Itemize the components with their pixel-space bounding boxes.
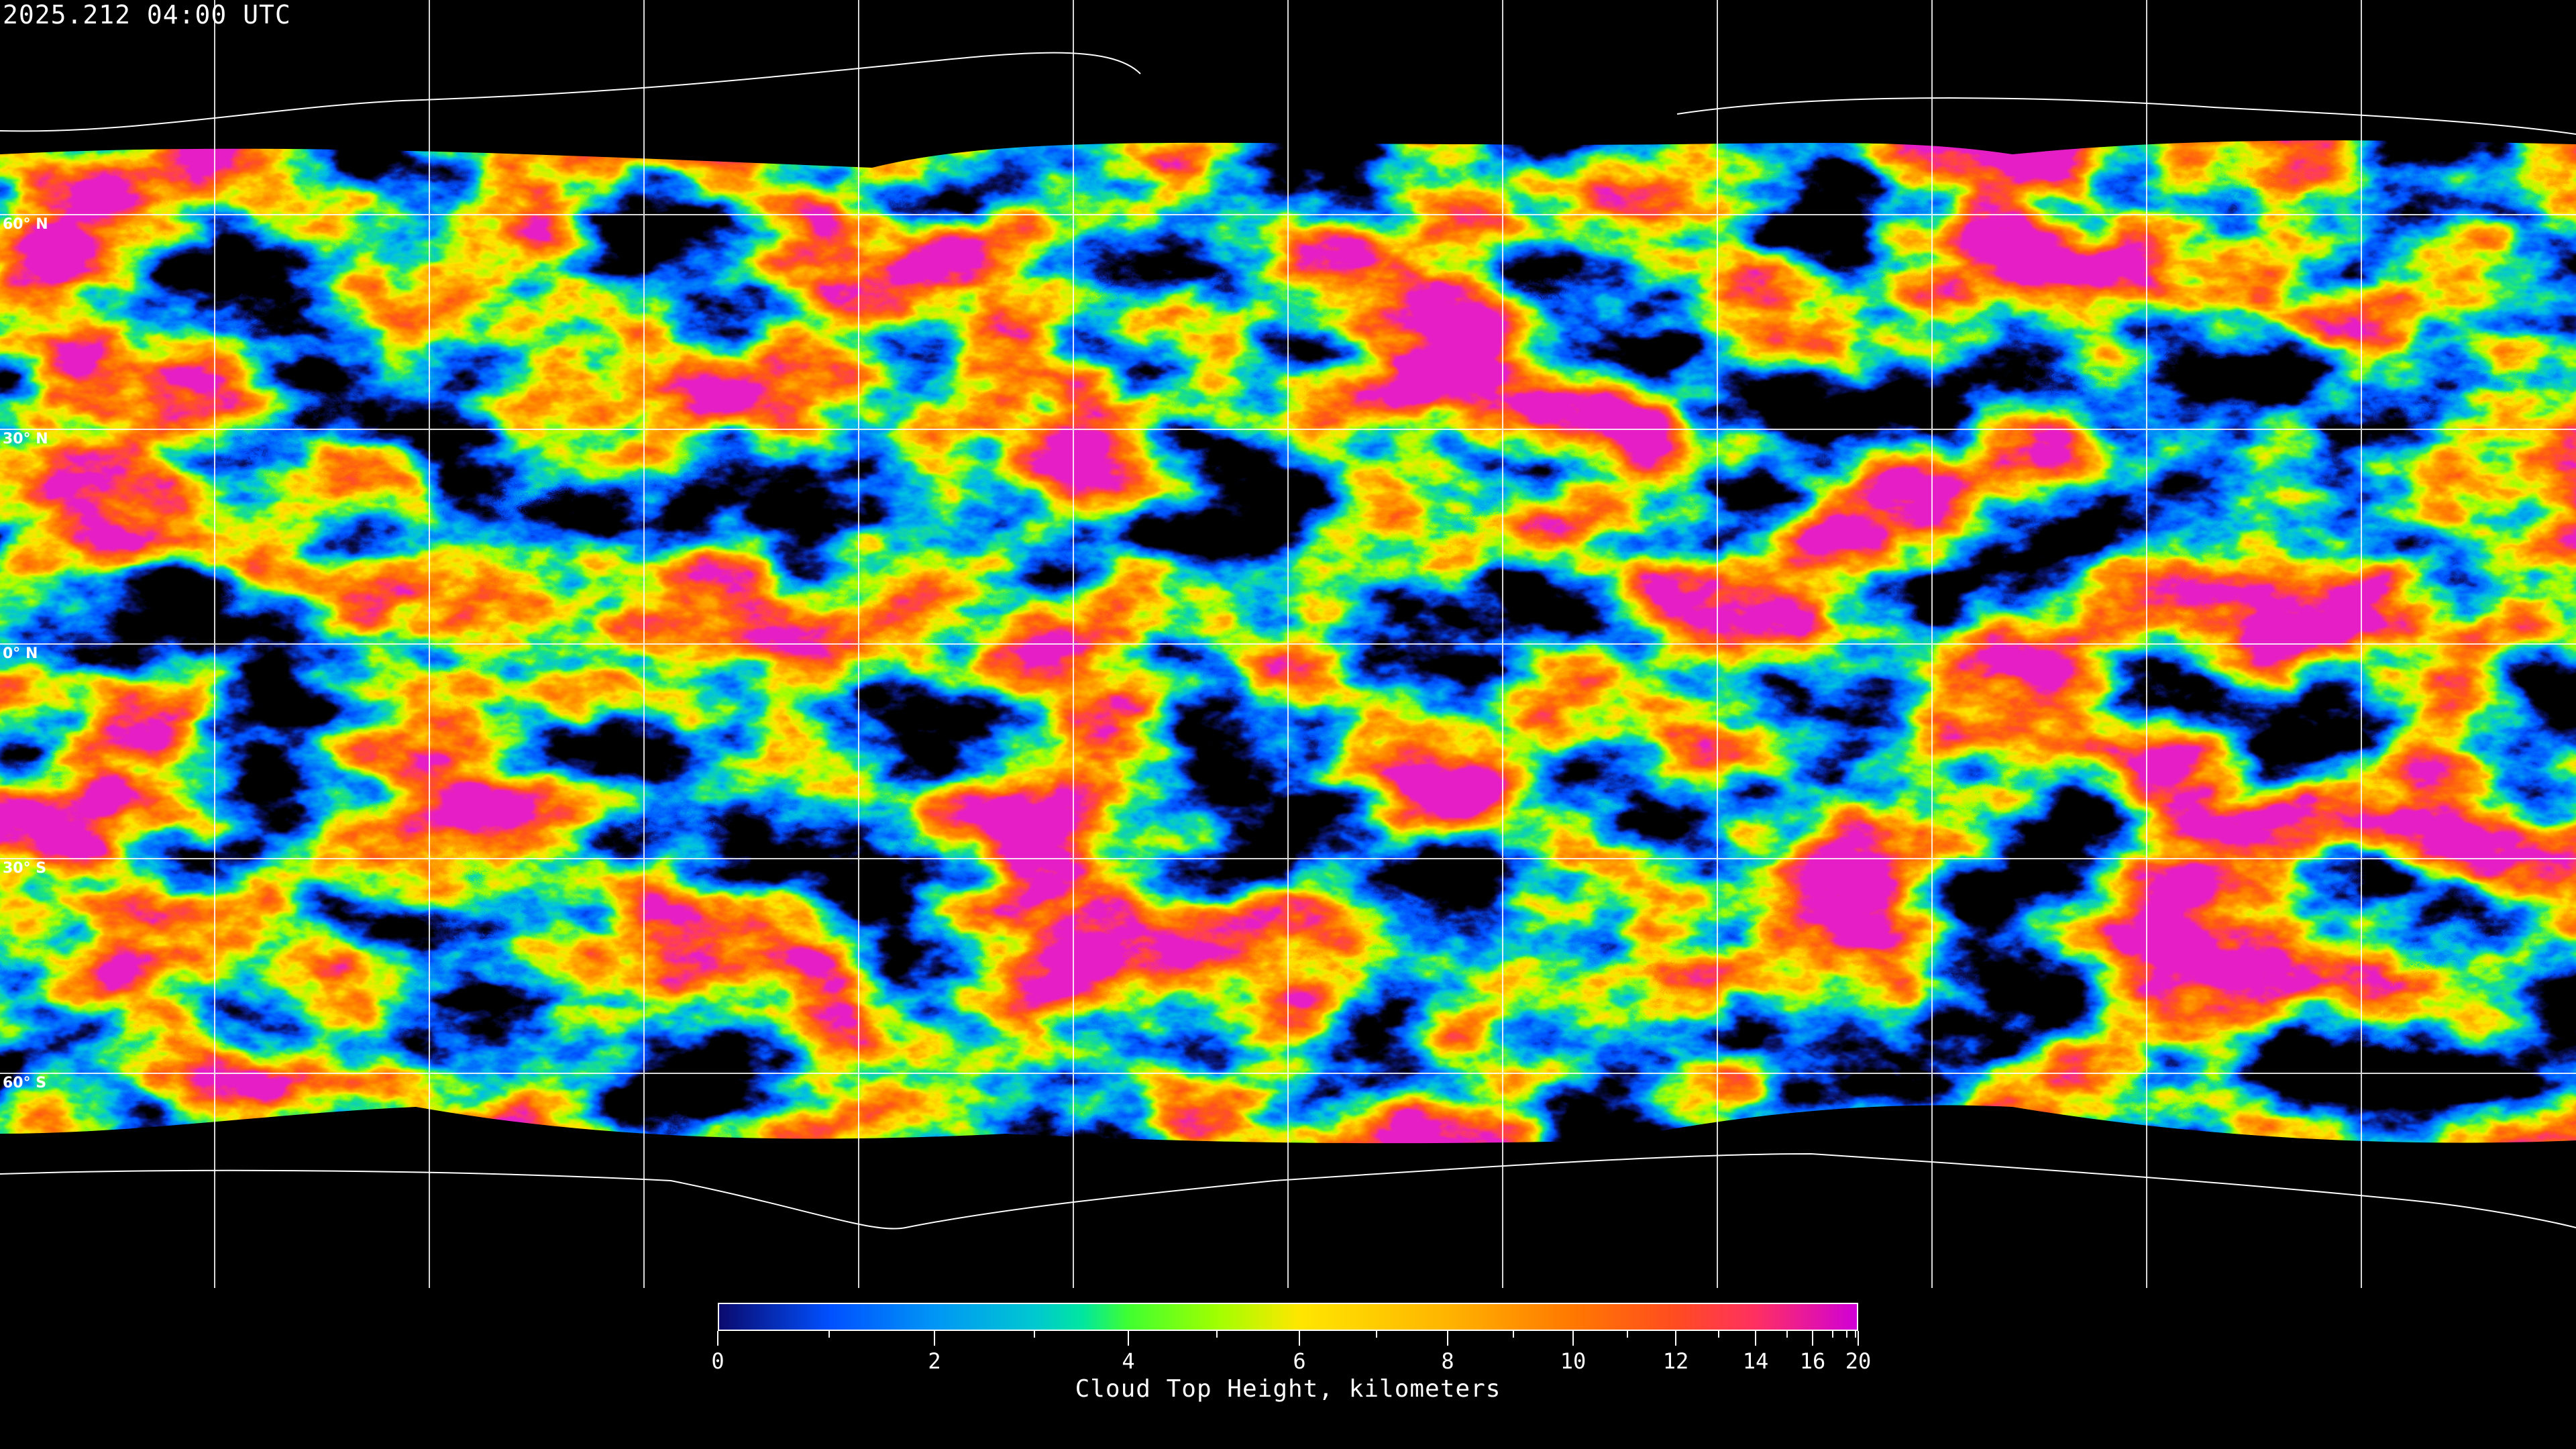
minor-tick <box>1626 1331 1628 1338</box>
major-tick <box>1447 1331 1448 1346</box>
major-tick <box>1812 1331 1813 1346</box>
tick-label: 2 <box>928 1348 941 1374</box>
major-tick <box>1128 1331 1129 1346</box>
tick-label: 10 <box>1560 1348 1587 1374</box>
tick-label: 4 <box>1122 1348 1135 1374</box>
minor-tick <box>1786 1331 1788 1338</box>
colorbar <box>718 1303 1858 1331</box>
minor-tick <box>828 1331 830 1338</box>
minor-tick <box>1216 1331 1218 1338</box>
latitude-label: 60° N <box>3 216 48 233</box>
coastline-arctic <box>0 52 2576 135</box>
latitude-label: 60° S <box>3 1075 47 1091</box>
major-tick <box>1572 1331 1574 1346</box>
major-tick <box>717 1331 718 1346</box>
major-tick <box>1675 1331 1676 1346</box>
colorbar-title: Cloud Top Height, kilometers <box>1075 1375 1501 1403</box>
minor-tick <box>1846 1331 1847 1338</box>
tick-label: 8 <box>1441 1348 1454 1374</box>
latitude-label: 0° N <box>3 645 38 662</box>
major-tick <box>1755 1331 1756 1346</box>
tick-label: 12 <box>1662 1348 1689 1374</box>
minor-tick <box>1854 1331 1856 1338</box>
tick-label: 14 <box>1742 1348 1769 1374</box>
major-tick <box>1299 1331 1300 1346</box>
minor-tick <box>1831 1331 1833 1338</box>
tick-label: 20 <box>1845 1348 1872 1374</box>
graticule <box>0 0 2576 1288</box>
cloud-top-height-map <box>0 0 2576 1288</box>
colorbar-ticks: 0 2 4 6 8 10 12 14 16 20 <box>711 1331 1871 1385</box>
major-tick <box>1858 1331 1859 1346</box>
minor-tick <box>1033 1331 1035 1338</box>
tick-label: 16 <box>1799 1348 1826 1374</box>
latitude-label: 30° N <box>3 431 48 447</box>
latitude-label: 30° S <box>3 860 47 877</box>
coastline-antarctica <box>0 1152 2576 1230</box>
minor-tick <box>1717 1331 1719 1338</box>
tick-label: 6 <box>1293 1348 1306 1374</box>
tick-label: 0 <box>711 1348 724 1374</box>
minor-tick <box>1375 1331 1377 1338</box>
major-tick <box>934 1331 935 1346</box>
coastlines <box>0 52 2576 1230</box>
timestamp-label: 2025.212 04:00 UTC <box>3 0 291 30</box>
minor-tick <box>1512 1331 1514 1338</box>
